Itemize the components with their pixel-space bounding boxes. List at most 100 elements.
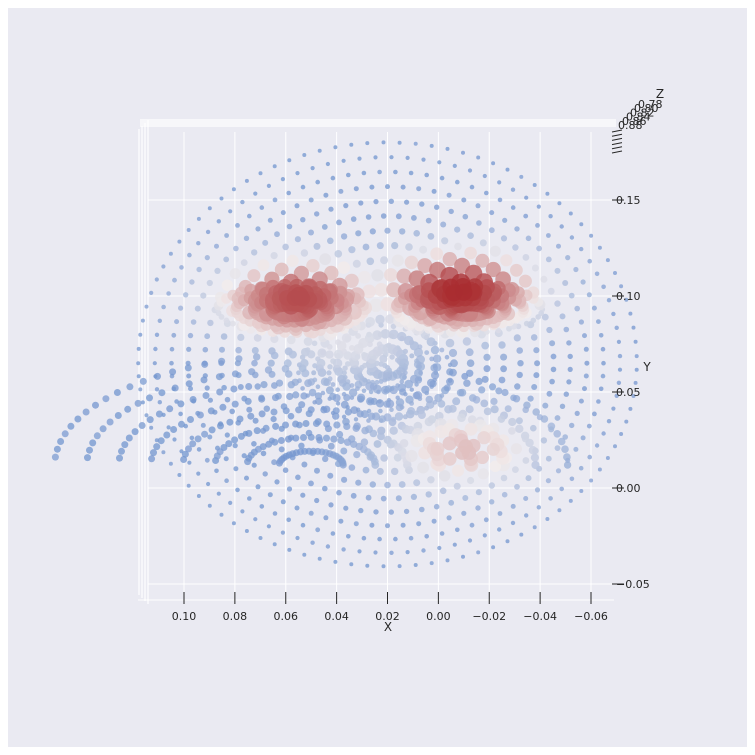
scatter-point	[187, 416, 194, 423]
scatter-point	[515, 424, 524, 433]
scatter-point	[424, 350, 430, 355]
scatter-point	[233, 466, 239, 472]
z-axis-title: Z	[656, 87, 664, 101]
scatter-point	[245, 429, 253, 437]
scatter-point	[202, 346, 209, 353]
scatter-point	[124, 405, 132, 413]
scatter-point	[573, 266, 579, 273]
scatter-point	[154, 387, 160, 392]
scatter-point	[231, 521, 236, 526]
scatter-point	[597, 245, 602, 250]
scatter-point	[126, 383, 134, 391]
scatter-point	[369, 522, 375, 528]
scatter-point	[377, 426, 386, 435]
scatter-point	[346, 534, 351, 539]
scatter-point	[429, 561, 434, 566]
scatter-point	[454, 242, 462, 251]
scatter-point	[116, 454, 123, 462]
scatter-point	[320, 390, 326, 396]
scatter-point	[488, 482, 495, 489]
scatter-point	[308, 197, 314, 203]
scatter-point	[361, 351, 367, 358]
scatter-point	[400, 522, 406, 528]
scatter-point	[446, 368, 454, 376]
scatter-point	[325, 544, 331, 549]
scatter-point	[535, 223, 540, 228]
scatter-point	[329, 392, 337, 401]
scatter-point	[434, 204, 440, 210]
scatter-point	[524, 195, 529, 200]
scatter-point	[546, 233, 551, 238]
scatter-point	[594, 271, 600, 277]
scatter-point	[548, 496, 553, 501]
scatter-point	[270, 416, 277, 423]
scatter-point	[434, 393, 443, 403]
scatter-point	[512, 466, 519, 473]
scatter-point	[504, 405, 512, 413]
scatter-point	[237, 333, 245, 341]
scatter-point	[478, 386, 486, 394]
scatter-point	[600, 346, 606, 352]
scatter-point	[224, 233, 230, 238]
scatter-point	[298, 401, 306, 409]
scatter-point	[522, 254, 530, 261]
scatter-point	[461, 150, 465, 155]
x-tick-label: 0.06	[274, 610, 299, 623]
scatter-point	[343, 505, 349, 511]
scatter-point	[350, 216, 357, 222]
scatter-point	[557, 201, 562, 206]
scatter-point	[408, 535, 414, 541]
scatter-point	[385, 314, 395, 324]
x-tick-label: 0.00	[426, 610, 451, 623]
scatter-point	[414, 358, 420, 364]
scatter-point	[212, 409, 218, 415]
scatter-point	[295, 406, 303, 414]
scatter-point	[393, 536, 398, 542]
scatter-point	[489, 245, 501, 257]
scatter-point	[398, 481, 406, 488]
scatter-point	[131, 428, 139, 436]
scatter-point	[545, 455, 552, 462]
scatter-point	[565, 255, 571, 261]
scatter-point	[391, 467, 399, 476]
scatter-point	[327, 472, 334, 479]
scatter-point	[315, 179, 321, 185]
scatter-point	[633, 339, 638, 344]
scatter-point	[385, 399, 395, 408]
scatter-point	[325, 350, 334, 359]
scatter-point	[488, 227, 495, 234]
scatter-point	[315, 397, 323, 405]
scatter-point	[237, 384, 244, 390]
scatter-point	[92, 401, 99, 409]
scatter-point	[333, 349, 344, 360]
scatter-point	[556, 243, 561, 249]
scatter-point	[614, 325, 619, 330]
scatter-point	[430, 247, 444, 261]
scatter-point	[455, 179, 460, 185]
scatter-point	[601, 284, 606, 290]
scatter-point	[277, 437, 285, 444]
scatter-point	[353, 451, 361, 459]
scatter-point	[216, 219, 221, 224]
scatter-point	[301, 461, 308, 468]
scatter-point	[287, 158, 292, 163]
scatter-point	[57, 438, 65, 445]
scatter-point	[339, 459, 347, 467]
scatter-point	[341, 414, 347, 419]
scatter-point	[325, 161, 330, 167]
scatter-point	[440, 221, 447, 228]
scatter-point	[336, 219, 342, 226]
scatter-point	[300, 249, 309, 257]
scatter-point	[221, 384, 227, 391]
scatter-point	[378, 408, 383, 414]
scatter-point	[531, 384, 538, 390]
scatter-point	[578, 398, 584, 404]
scatter-point	[380, 329, 391, 339]
scatter-point	[569, 235, 575, 240]
scatter-point	[553, 430, 561, 438]
scatter-point	[280, 499, 286, 505]
scatter-point	[390, 323, 397, 330]
scatter-point	[583, 373, 589, 379]
scatter-point	[384, 268, 398, 282]
scatter-point	[569, 476, 575, 482]
